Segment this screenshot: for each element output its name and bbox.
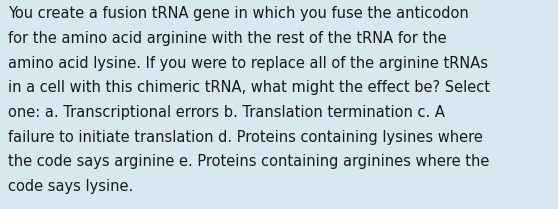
Text: in a cell with this chimeric tRNA, what might the effect be? Select: in a cell with this chimeric tRNA, what … <box>8 80 490 95</box>
Text: one: a. Transcriptional errors b. Translation termination c. A: one: a. Transcriptional errors b. Transl… <box>8 105 445 120</box>
Text: the code says arginine e. Proteins containing arginines where the: the code says arginine e. Proteins conta… <box>8 154 490 169</box>
Text: You create a fusion tRNA gene in which you fuse the anticodon: You create a fusion tRNA gene in which y… <box>8 6 469 21</box>
Text: failure to initiate translation d. Proteins containing lysines where: failure to initiate translation d. Prote… <box>8 130 483 145</box>
Text: amino acid lysine. If you were to replace all of the arginine tRNAs: amino acid lysine. If you were to replac… <box>8 56 488 71</box>
Text: code says lysine.: code says lysine. <box>8 179 133 194</box>
Text: for the amino acid arginine with the rest of the tRNA for the: for the amino acid arginine with the res… <box>8 31 447 46</box>
